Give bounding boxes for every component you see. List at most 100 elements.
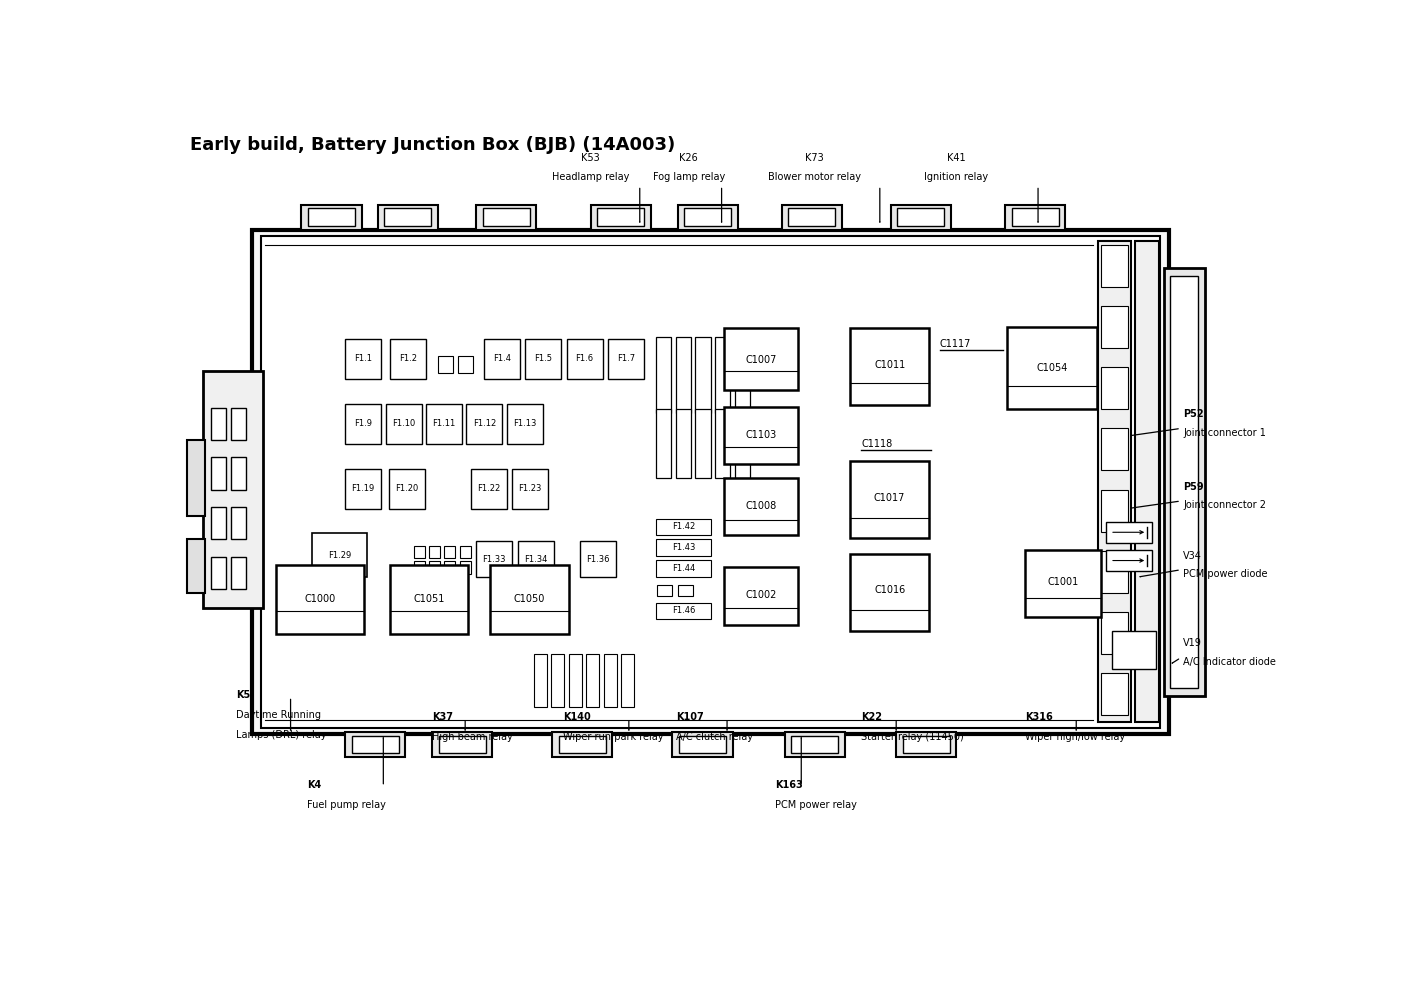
- Text: C1011: C1011: [874, 360, 905, 370]
- Bar: [352, 736, 398, 753]
- Bar: [432, 732, 493, 757]
- Bar: [566, 339, 603, 379]
- Text: P59: P59: [1183, 482, 1204, 492]
- Text: F1.11: F1.11: [432, 420, 456, 429]
- Text: F1.42: F1.42: [672, 523, 696, 532]
- Text: Joint connector 2: Joint connector 2: [1183, 500, 1266, 510]
- Bar: [559, 736, 605, 753]
- Bar: [580, 542, 615, 577]
- Bar: [569, 654, 582, 707]
- Text: Joint connector 1: Joint connector 1: [1183, 428, 1266, 437]
- Text: V19: V19: [1183, 639, 1202, 649]
- Text: PCM power relay: PCM power relay: [774, 801, 857, 810]
- Bar: [724, 407, 798, 464]
- Text: F1.12: F1.12: [473, 420, 496, 429]
- Bar: [484, 339, 520, 379]
- Bar: [1012, 208, 1059, 226]
- Bar: [735, 410, 750, 478]
- Bar: [684, 208, 731, 226]
- Bar: [1101, 307, 1128, 348]
- Bar: [308, 208, 355, 226]
- Bar: [470, 469, 507, 509]
- Bar: [345, 469, 382, 509]
- Bar: [656, 519, 711, 536]
- Text: Blower motor relay: Blower motor relay: [767, 173, 860, 183]
- Text: Fog lamp relay: Fog lamp relay: [653, 173, 725, 183]
- Text: C1054: C1054: [1036, 363, 1067, 373]
- Bar: [518, 542, 553, 577]
- Text: F1.34: F1.34: [524, 555, 548, 563]
- Bar: [1101, 612, 1128, 654]
- Bar: [483, 208, 529, 226]
- Bar: [656, 410, 672, 478]
- Text: Early build, Battery Junction Box (BJB) (14A003): Early build, Battery Junction Box (BJB) …: [190, 136, 676, 154]
- Bar: [260, 236, 1160, 728]
- Bar: [696, 336, 711, 413]
- Text: High beam relay: High beam relay: [432, 731, 513, 742]
- Text: K22: K22: [862, 711, 883, 722]
- Text: C1016: C1016: [874, 585, 905, 595]
- Bar: [1112, 631, 1156, 669]
- Bar: [724, 567, 798, 625]
- Text: C1103: C1103: [745, 430, 776, 439]
- Bar: [1101, 429, 1128, 470]
- Bar: [384, 208, 431, 226]
- Bar: [203, 371, 263, 608]
- Text: K5: K5: [237, 690, 251, 700]
- Bar: [1005, 204, 1066, 230]
- Bar: [513, 469, 548, 509]
- Bar: [390, 339, 425, 379]
- Bar: [301, 204, 362, 230]
- Bar: [460, 546, 470, 558]
- Bar: [490, 565, 569, 634]
- Bar: [891, 204, 950, 230]
- Bar: [621, 654, 635, 707]
- Bar: [552, 654, 565, 707]
- Bar: [656, 559, 711, 576]
- Text: K140: K140: [563, 711, 591, 722]
- Bar: [1101, 245, 1128, 287]
- Text: C1050: C1050: [514, 594, 545, 604]
- Bar: [597, 208, 643, 226]
- Text: A/C clutch relay: A/C clutch relay: [676, 731, 753, 742]
- Text: F1.36: F1.36: [586, 555, 610, 563]
- Bar: [724, 327, 798, 390]
- Bar: [1105, 550, 1152, 571]
- Bar: [231, 557, 246, 589]
- Text: Daytime Running: Daytime Running: [237, 710, 321, 720]
- Bar: [1025, 550, 1101, 617]
- Bar: [679, 585, 693, 595]
- Bar: [466, 404, 503, 443]
- Bar: [438, 356, 453, 373]
- Text: C1007: C1007: [745, 355, 777, 365]
- Bar: [608, 339, 643, 379]
- Bar: [656, 540, 711, 556]
- Bar: [276, 565, 363, 634]
- Text: K316: K316: [1025, 711, 1053, 722]
- Bar: [784, 732, 845, 757]
- Text: K4: K4: [307, 781, 321, 791]
- Bar: [897, 732, 956, 757]
- Bar: [903, 736, 949, 753]
- Text: Lamps (DRL) relay: Lamps (DRL) relay: [237, 730, 327, 740]
- Bar: [211, 507, 227, 540]
- Bar: [231, 507, 246, 540]
- Bar: [586, 654, 600, 707]
- Text: F1.7: F1.7: [617, 354, 635, 363]
- Bar: [791, 736, 838, 753]
- Text: F1.22: F1.22: [477, 484, 500, 493]
- Bar: [676, 410, 691, 478]
- Bar: [1170, 276, 1198, 688]
- Bar: [1163, 268, 1205, 695]
- Bar: [389, 469, 425, 509]
- Bar: [676, 336, 691, 413]
- Bar: [850, 461, 929, 538]
- Text: C1001: C1001: [1048, 577, 1079, 587]
- Bar: [788, 208, 835, 226]
- Bar: [390, 565, 469, 634]
- Bar: [552, 732, 612, 757]
- Bar: [679, 736, 727, 753]
- Text: F1.5: F1.5: [534, 354, 552, 363]
- Bar: [715, 336, 731, 413]
- Bar: [507, 404, 542, 443]
